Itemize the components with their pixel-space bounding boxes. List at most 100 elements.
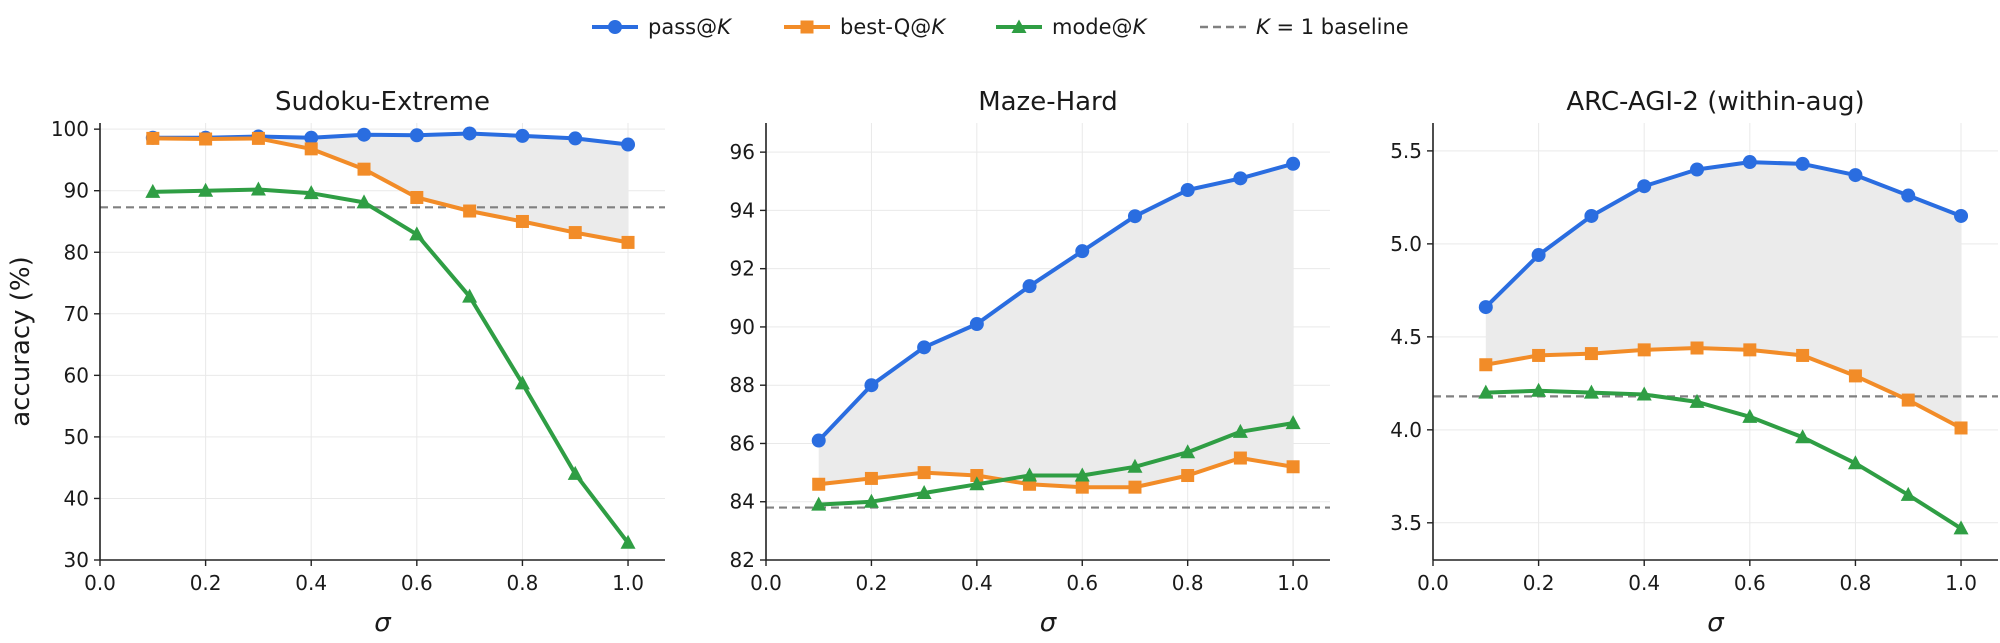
sudoku-extreme-point-bestq-0: [146, 131, 160, 145]
arc-agi-2-xtick-label-4: 0.8: [1840, 571, 1872, 595]
sudoku-extreme-point-pass-7: [515, 128, 530, 143]
maze-hard-point-pass-9: [1286, 156, 1301, 171]
maze-hard-point-mode-1: [863, 493, 879, 508]
maze-hard-line-mode: [818, 421, 1294, 507]
arc-agi-2-point-bestq-4: [1690, 341, 1704, 355]
arc-agi-2-point-pass-1: [1531, 248, 1546, 263]
arc-agi-2-point-pass-5: [1742, 155, 1757, 170]
arc-agi-2-point-pass-8: [1901, 188, 1916, 203]
legend-item-baseline: K = 1 baseline: [1200, 15, 1409, 39]
maze-hard-xtick-label-2: 0.4: [961, 571, 993, 595]
arc-agi-2-point-pass-6: [1795, 156, 1810, 171]
sudoku-extreme-ytick-label-1: 40: [64, 486, 89, 510]
maze-hard-point-mode-0: [811, 496, 827, 511]
arc-agi-2-point-mode-1: [1531, 382, 1547, 397]
sudoku-extreme-point-mode-9: [620, 534, 636, 549]
arc-agi-2-point-mode-3: [1636, 386, 1652, 401]
panel-sudoku-extreme: 0.0 0.2 0.4 0.6 0.8 1.0 30 40 50 60 70 80 90 100 Sudok…: [6, 87, 665, 638]
maze-hard-point-mode-9: [1285, 415, 1301, 430]
sudoku-extreme-point-bestq-4: [357, 162, 371, 176]
arc-agi-2-title: ARC-AGI-2 (within-aug): [1566, 87, 1864, 117]
arc-agi-2-point-pass-4: [1690, 162, 1705, 177]
sudoku-extreme-xtick-label-3: 0.6: [401, 571, 433, 595]
sudoku-extreme-line-bestq: [152, 136, 629, 245]
maze-hard-point-bestq-7: [1181, 469, 1195, 483]
sudoku-extreme-point-mode-8: [567, 465, 583, 480]
maze-hard-ytick-label-7: 96: [730, 140, 755, 164]
maze-hard-point-bestq-9: [1286, 460, 1300, 474]
arc-agi-2-ytick-label-3: 5.0: [1390, 232, 1422, 256]
sudoku-extreme-xtick-label-5: 1.0: [612, 571, 644, 595]
sudoku-extreme-ytick-label-3: 60: [64, 363, 89, 387]
arc-agi-2-point-mode-2: [1583, 384, 1599, 399]
panel-maze-hard: 0.0 0.2 0.4 0.6 0.8 1.0 82 84 86 88 90 92 94 96 Maze-H…: [730, 87, 1330, 638]
legend-label-mode: mode@K: [1052, 15, 1149, 39]
maze-hard-point-mode-3: [969, 476, 985, 491]
maze-hard-ytick-label-5: 92: [730, 257, 755, 281]
arc-agi-2-point-mode-5: [1742, 408, 1758, 423]
sudoku-extreme-ytick-label-2: 50: [64, 425, 89, 449]
sudoku-extreme-ylabel: accuracy (%): [6, 256, 36, 427]
maze-hard-point-pass-8: [1233, 171, 1248, 186]
sudoku-extreme-point-pass-5: [409, 128, 424, 143]
sudoku-extreme-ytick-label-4: 70: [64, 302, 89, 326]
arc-agi-2-line-bestq: [1485, 346, 1962, 430]
maze-hard-title: Maze-Hard: [978, 87, 1118, 117]
maze-hard-xtick-label-3: 0.6: [1066, 571, 1098, 595]
sudoku-extreme-point-pass-8: [568, 131, 583, 146]
sudoku-extreme-ytick-label-5: 80: [64, 240, 89, 264]
legend-item-bestq: best-Q@K: [784, 15, 947, 39]
sudoku-extreme-point-bestq-5: [410, 190, 424, 204]
maze-hard-point-pass-1: [864, 378, 879, 393]
sudoku-extreme-point-mode-6: [462, 288, 478, 303]
maze-hard-point-mode-5: [1074, 467, 1090, 482]
maze-hard-point-pass-3: [969, 317, 984, 332]
arc-agi-2-gap-band: [1485, 162, 1961, 428]
legend: pass@K best-Q@K mode@K K = 1 baseline: [592, 15, 1409, 39]
arc-agi-2-point-mode-9: [1953, 520, 1969, 535]
arc-agi-2-line-mode: [1485, 388, 1963, 531]
arc-agi-2-point-bestq-5: [1743, 343, 1757, 357]
arc-agi-2-point-mode-6: [1795, 429, 1811, 444]
maze-hard-point-bestq-2: [917, 466, 931, 480]
sudoku-extreme-xtick-label-1: 0.2: [190, 571, 222, 595]
maze-hard-ytick-label-1: 84: [730, 490, 755, 514]
arc-agi-2-ytick-label-1: 4.0: [1390, 418, 1422, 442]
sudoku-extreme-point-mode-2: [250, 181, 266, 196]
sudoku-extreme-ytick-label-0: 30: [64, 548, 89, 572]
legend-label-bestq: best-Q@K: [840, 15, 947, 39]
sudoku-extreme-ytick-label-7: 100: [51, 117, 89, 141]
legend-item-mode: mode@K: [996, 15, 1149, 39]
arc-agi-2-xtick-label-0: 0.0: [1417, 571, 1449, 595]
arc-agi-2-ytick-label-2: 4.5: [1390, 325, 1422, 349]
maze-hard-xtick-label-1: 0.2: [856, 571, 888, 595]
arc-agi-2-point-mode-4: [1689, 393, 1705, 408]
maze-hard-point-bestq-6: [1128, 480, 1142, 494]
sudoku-extreme-point-mode-5: [409, 226, 425, 241]
sudoku-extreme-xtick-label-2: 0.4: [295, 571, 327, 595]
maze-hard-point-pass-2: [917, 340, 932, 355]
arc-agi-2-point-mode-0: [1478, 384, 1494, 399]
sudoku-extreme-point-pass-9: [621, 137, 636, 152]
arc-agi-2-point-bestq-7: [1848, 369, 1862, 383]
sudoku-extreme-point-mode-4: [356, 194, 372, 209]
maze-hard-ytick-label-2: 86: [730, 431, 755, 455]
maze-hard-gap-band: [818, 163, 1294, 488]
maze-hard-point-mode-4: [1022, 467, 1038, 482]
legend-label-baseline: K = 1 baseline: [1256, 15, 1409, 39]
arc-agi-2-point-pass-2: [1584, 208, 1599, 223]
sudoku-extreme-point-bestq-2: [251, 131, 265, 145]
arc-agi-2-point-mode-8: [1900, 486, 1916, 501]
sudoku-extreme-ytick-label-6: 90: [64, 179, 89, 203]
arc-agi-2-xtick-label-5: 1.0: [1945, 571, 1977, 595]
sudoku-extreme-point-bestq-7: [515, 214, 529, 228]
arc-agi-2-point-bestq-8: [1901, 393, 1915, 407]
arc-agi-2-point-mode-7: [1847, 455, 1863, 470]
maze-hard-point-pass-7: [1180, 183, 1195, 198]
arc-agi-2-point-bestq-3: [1637, 343, 1651, 357]
sudoku-extreme-point-bestq-3: [304, 142, 318, 156]
maze-hard-point-bestq-8: [1233, 451, 1247, 465]
legend-marker-pass: [608, 20, 622, 34]
maze-hard-point-mode-6: [1127, 458, 1143, 473]
